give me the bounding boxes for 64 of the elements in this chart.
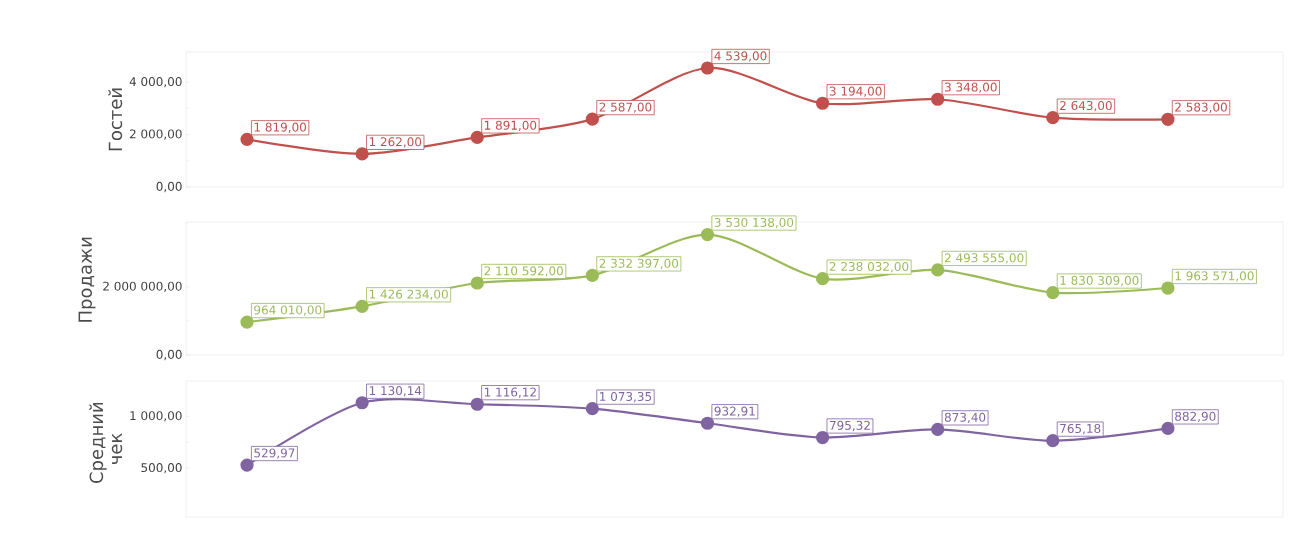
point — [815, 430, 830, 445]
data-label: 795,32 — [829, 420, 870, 432]
y-axis-title: Средний чек — [89, 402, 123, 483]
y-axis-title: Продажи — [78, 237, 96, 322]
point — [700, 228, 715, 242]
y-tick-label: 2 000 000,00 — [103, 281, 182, 292]
data-label: 873,40 — [944, 412, 986, 424]
point — [1046, 434, 1060, 448]
point — [1046, 111, 1060, 125]
point — [815, 96, 830, 110]
data-label: 1 073,35 — [600, 391, 652, 403]
data-label: 3 194,00 — [829, 86, 882, 97]
y-tick-label: 2 000,00 — [129, 129, 182, 140]
y-tick-label: 0,00 — [156, 181, 182, 193]
point — [1161, 281, 1175, 295]
point — [815, 272, 830, 286]
data-label: 1 819,00 — [254, 122, 307, 133]
data-label: 2 583,00 — [1175, 102, 1227, 113]
point — [585, 112, 599, 126]
data-label: 1 130,14 — [369, 386, 422, 397]
y-tick-label: 0,00 — [156, 349, 182, 361]
data-label: 1 426 234,00 — [369, 289, 448, 300]
point — [700, 61, 715, 75]
data-label: 964 010,00 — [254, 305, 322, 316]
y-tick-label: 500,00 — [141, 463, 182, 474]
data-label: 529,97 — [254, 448, 295, 459]
data-label: 1 891,00 — [484, 120, 537, 132]
data-label: 1 830 309,00 — [1060, 275, 1139, 287]
y-tick-label: 1 000,00 — [130, 411, 182, 422]
point — [470, 397, 484, 411]
data-label: 1 262,00 — [369, 137, 422, 148]
point — [585, 268, 599, 283]
point — [470, 276, 484, 290]
point — [931, 422, 945, 437]
data-label: 3 348,00 — [945, 82, 997, 93]
data-label: 1 963 571,00 — [1175, 271, 1254, 282]
point — [1161, 421, 1175, 436]
data-label: 882,90 — [1175, 411, 1216, 423]
point — [700, 416, 715, 430]
point — [931, 263, 945, 277]
point — [240, 132, 254, 146]
point — [1046, 285, 1060, 300]
point — [585, 402, 599, 416]
data-label: 2 493 555,00 — [944, 253, 1024, 264]
point — [240, 458, 254, 472]
data-label: 3 530 138,00 — [714, 217, 794, 229]
data-label: 4 539,00 — [714, 51, 767, 62]
point — [470, 130, 484, 145]
y-axis-title: Гостей — [108, 88, 123, 151]
data-label: 2 238 032,00 — [829, 261, 909, 273]
point — [355, 147, 369, 161]
y-tick-label: 4 000,00 — [129, 76, 182, 88]
point — [355, 396, 369, 410]
point — [240, 315, 254, 329]
data-label: 2 643,00 — [1060, 101, 1112, 112]
point — [1161, 112, 1175, 126]
data-label: 765,18 — [1060, 423, 1101, 435]
data-label: 2 110 592,00 — [484, 266, 563, 277]
point — [355, 299, 369, 313]
data-label: 2 587,00 — [599, 102, 652, 113]
data-label: 932,91 — [714, 406, 755, 417]
point — [931, 92, 945, 106]
data-label: 1 116,12 — [484, 387, 536, 398]
data-label: 2 332 397,00 — [599, 258, 679, 270]
